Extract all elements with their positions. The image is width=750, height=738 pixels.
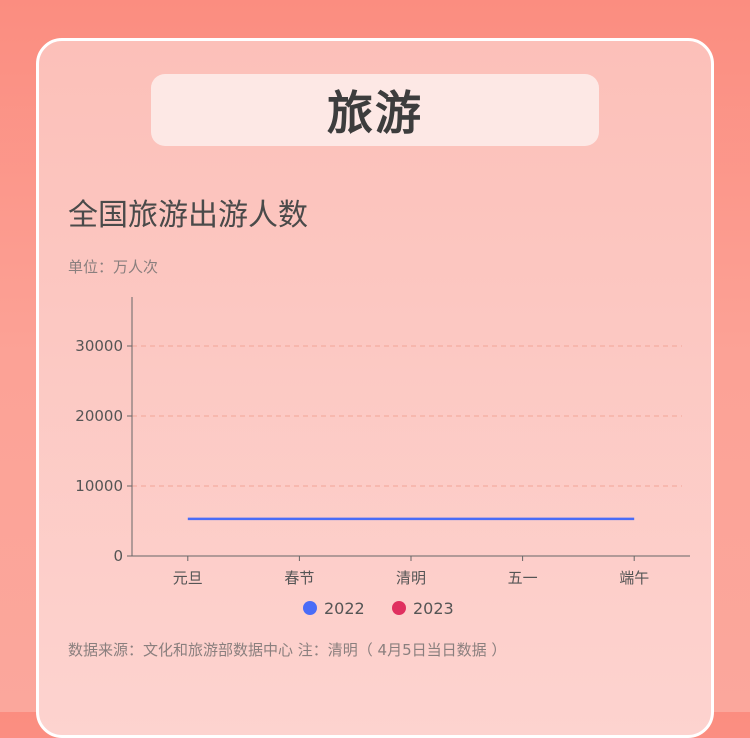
unit-label: 单位：万人次 <box>68 258 159 276</box>
y-tick-label: 0 <box>113 547 123 565</box>
x-tick-label: 五一 <box>508 569 538 587</box>
legend-label-2022: 2022 <box>324 599 365 618</box>
y-tick-label: 30000 <box>75 337 123 355</box>
content-card <box>36 38 714 738</box>
section-banner: 旅游 <box>151 74 599 146</box>
chart-title: 全国旅游出游人数 <box>68 198 308 233</box>
y-tick-label: 10000 <box>75 477 123 495</box>
legend-marker-2022 <box>303 601 317 615</box>
legend-label-2023: 2023 <box>413 599 454 618</box>
x-tick-label: 端午 <box>619 569 649 587</box>
x-tick-label: 春节 <box>284 569 314 587</box>
y-tick-label: 20000 <box>75 407 123 425</box>
line-chart: 0 10000 20000 30000 元旦 春节 清明 五一 端午 2022 2023 <box>75 297 690 618</box>
data-source-note: 数据来源：文化和旅游部数据中心 注：清明（ 4月5日当日数据 ） <box>68 641 507 659</box>
x-tick-label: 元旦 <box>173 569 203 587</box>
banner-title: 旅游 <box>327 86 423 140</box>
legend-marker-2023 <box>392 601 406 615</box>
x-tick-label: 清明 <box>396 569 426 587</box>
